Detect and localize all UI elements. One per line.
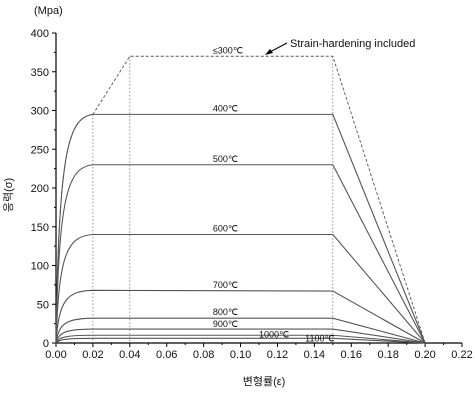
x-tick-label: 0.18 — [377, 349, 398, 361]
y-axis-title: 응력(σ) — [2, 178, 15, 212]
x-tick-label: 0.06 — [156, 349, 177, 361]
y-tick-label: 150 — [31, 222, 49, 234]
curve-6 — [55, 328, 426, 344]
y-tick-label: 50 — [37, 299, 49, 311]
y-tick-label: 300 — [31, 106, 49, 118]
curve-2 — [55, 164, 426, 344]
x-tick-label: 0.10 — [230, 349, 251, 361]
annotation-arrow-head — [265, 49, 273, 55]
curve-label-8: 1100℃ — [305, 333, 334, 343]
curve-label-0: ≤300℃ — [213, 45, 243, 55]
curve-4 — [55, 289, 426, 344]
y-tick-label: 350 — [31, 67, 49, 79]
y-tick-label: 200 — [31, 183, 49, 195]
y-tick-label: 250 — [31, 144, 49, 156]
curve-1 — [55, 113, 426, 344]
x-tick-label: 0.14 — [304, 349, 325, 361]
curve-0 — [55, 55, 426, 344]
curve-label-1: 400℃ — [213, 103, 238, 113]
curve-label-5: 800℃ — [213, 307, 238, 317]
x-tick-label: 0.12 — [267, 349, 288, 361]
curve-label-7: 1000℃ — [259, 329, 289, 339]
curve-5 — [55, 317, 426, 344]
curve-label-6: 900℃ — [213, 319, 238, 329]
curve-7 — [55, 334, 426, 344]
y-tick-label: 400 — [31, 28, 49, 40]
x-axis-title: 변형률(ε) — [243, 375, 286, 388]
strain-hardening-annotation: Strain-hardening included — [290, 38, 415, 50]
x-tick-label: 0.04 — [119, 349, 140, 361]
x-tick-label: 0.20 — [414, 349, 435, 361]
curve-8 — [55, 337, 426, 344]
x-tick-label: 0.16 — [341, 349, 362, 361]
y-unit-label: (Mpa) — [34, 5, 63, 17]
x-tick-label: 0.02 — [82, 349, 103, 361]
curve-label-3: 600℃ — [213, 224, 238, 234]
curve-3 — [55, 233, 426, 344]
x-tick-label: 0.08 — [193, 349, 214, 361]
x-tick-label: 0.22 — [451, 349, 472, 361]
y-tick-label: 0 — [43, 338, 49, 350]
curve-label-4: 700℃ — [213, 280, 238, 290]
y-tick-label: 100 — [31, 261, 49, 273]
curve-label-2: 500℃ — [213, 154, 238, 164]
x-tick-label: 0.00 — [45, 349, 66, 361]
